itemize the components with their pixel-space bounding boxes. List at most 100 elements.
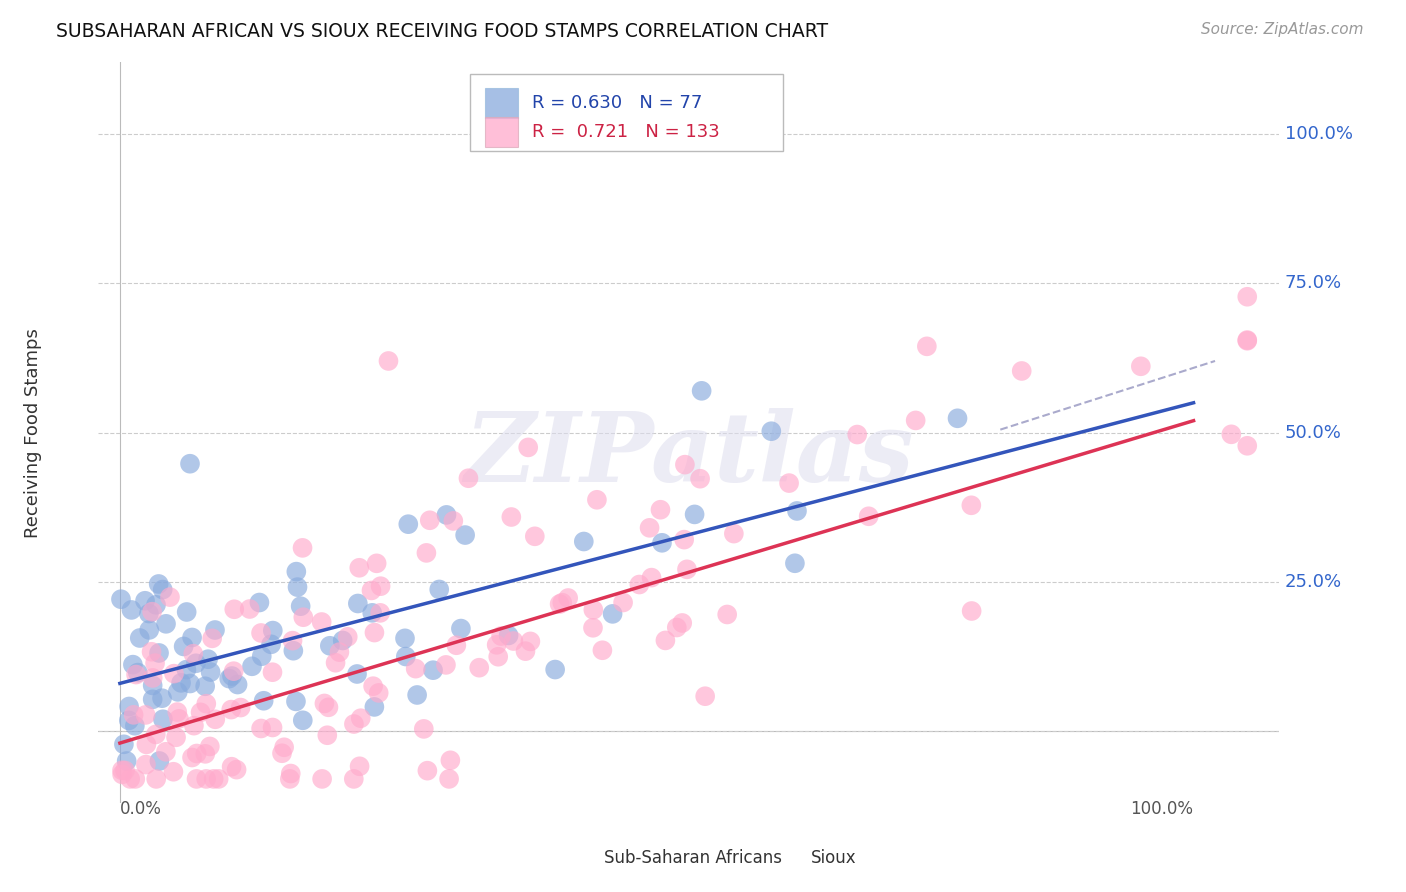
Point: [134, 594, 156, 608]
Point: [1236, 333, 1258, 347]
Point: [665, 620, 688, 634]
Point: [124, 719, 146, 733]
Point: [280, 766, 302, 780]
Point: [181, 750, 204, 764]
Point: [152, 712, 174, 726]
Point: [292, 610, 315, 624]
Point: [783, 556, 806, 570]
Text: Sioux: Sioux: [811, 849, 856, 867]
Point: [361, 679, 384, 693]
Text: 25.0%: 25.0%: [1285, 573, 1341, 591]
Point: [582, 621, 605, 635]
Point: [195, 697, 218, 711]
Point: [138, 607, 160, 621]
Text: 100.0%: 100.0%: [1130, 800, 1194, 818]
Point: [551, 596, 574, 610]
Point: [343, 717, 366, 731]
Point: [143, 656, 166, 670]
Point: [591, 643, 613, 657]
Point: [572, 534, 595, 549]
Point: [190, 706, 212, 720]
Point: [651, 536, 673, 550]
Point: [457, 471, 479, 485]
Point: [602, 607, 624, 621]
Point: [285, 694, 308, 708]
Point: [960, 498, 983, 512]
Point: [283, 644, 305, 658]
Point: [654, 633, 676, 648]
Point: [253, 694, 276, 708]
Point: [786, 504, 808, 518]
Point: [166, 705, 188, 719]
Point: [394, 632, 416, 646]
Point: [349, 759, 371, 773]
Point: [135, 757, 157, 772]
FancyBboxPatch shape: [778, 845, 803, 871]
Point: [155, 745, 177, 759]
Point: [676, 562, 699, 576]
Point: [1129, 359, 1152, 374]
Point: [363, 625, 385, 640]
Point: [366, 557, 388, 571]
Point: [142, 678, 165, 692]
Point: [240, 659, 263, 673]
Point: [278, 772, 301, 786]
Point: [517, 441, 540, 455]
Point: [361, 606, 384, 620]
Point: [319, 639, 342, 653]
Point: [148, 754, 170, 768]
Point: [208, 772, 231, 786]
Point: [314, 697, 336, 711]
Point: [502, 634, 524, 648]
Point: [183, 719, 205, 733]
Point: [197, 652, 219, 666]
Point: [370, 579, 392, 593]
Point: [135, 738, 157, 752]
Point: [1220, 427, 1243, 442]
Point: [405, 662, 427, 676]
Point: [111, 764, 134, 778]
Point: [141, 645, 163, 659]
Point: [723, 526, 745, 541]
Point: [347, 597, 370, 611]
Point: [170, 676, 193, 690]
Point: [204, 623, 226, 637]
Point: [186, 747, 208, 761]
Point: [858, 509, 880, 524]
Point: [114, 764, 136, 778]
Text: R = 0.630   N = 77: R = 0.630 N = 77: [531, 94, 702, 112]
Point: [498, 628, 520, 642]
Point: [673, 458, 696, 472]
Point: [412, 722, 434, 736]
Point: [226, 677, 249, 691]
Point: [122, 707, 145, 722]
Point: [360, 583, 382, 598]
Point: [450, 622, 472, 636]
Point: [368, 606, 391, 620]
Point: [148, 577, 170, 591]
Point: [219, 703, 242, 717]
Point: [367, 686, 389, 700]
Point: [165, 731, 187, 745]
Text: R =  0.721   N = 133: R = 0.721 N = 133: [531, 123, 720, 141]
Point: [846, 427, 869, 442]
Point: [406, 688, 429, 702]
Text: 100.0%: 100.0%: [1285, 125, 1353, 143]
Point: [454, 528, 477, 542]
Point: [332, 633, 354, 648]
Point: [150, 691, 173, 706]
FancyBboxPatch shape: [571, 845, 596, 871]
Point: [118, 699, 141, 714]
Point: [110, 592, 132, 607]
Point: [127, 665, 149, 680]
Text: 0.0%: 0.0%: [120, 800, 162, 818]
Point: [291, 541, 314, 555]
Point: [163, 666, 186, 681]
Point: [202, 772, 225, 786]
Point: [155, 616, 177, 631]
Point: [915, 339, 938, 353]
Point: [201, 632, 224, 646]
Point: [181, 631, 204, 645]
Point: [486, 649, 509, 664]
Point: [434, 657, 457, 672]
